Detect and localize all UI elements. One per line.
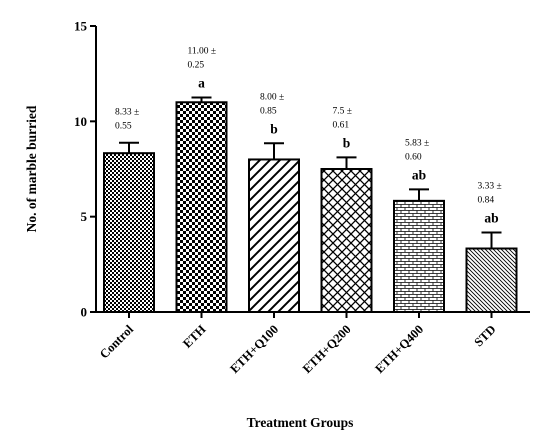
x-tick-label: ETH+Q400 — [372, 322, 426, 376]
x-tick-label: Control — [97, 322, 137, 362]
error-label: 0.84 — [478, 195, 495, 205]
error-label: 0.85 — [260, 106, 277, 116]
plot-area: 0 5 10 15 Control 8.33 ± 0.55 ETH a 11.00 ± 0.25 ET… — [74, 19, 530, 376]
mean-label: 7.5 ± — [333, 106, 352, 116]
mean-label: 8.33 ± — [115, 108, 139, 118]
bar-eth — [175, 101, 228, 314]
mean-label: 5.83 ± — [405, 138, 429, 148]
mean-label: 11.00 ± — [188, 47, 217, 57]
error-label: 0.61 — [333, 120, 350, 130]
error-label: 0.60 — [405, 152, 422, 162]
significance-label: ab — [412, 167, 426, 182]
x-tick-label: STD — [472, 322, 499, 349]
y-tick-label: 5 — [81, 209, 88, 224]
significance-label: b — [343, 135, 351, 150]
bar-eth-q400 — [393, 199, 445, 314]
x-axis-title: Treatment Groups — [247, 415, 354, 430]
error-label: 0.25 — [188, 61, 205, 71]
bar-control — [103, 152, 155, 313]
mean-label: 3.33 ± — [478, 181, 502, 191]
x-tick-label: ETH+Q100 — [227, 322, 281, 376]
significance-label: ab — [484, 210, 498, 225]
y-tick-label: 15 — [74, 19, 88, 34]
mean-label: 8.00 ± — [260, 92, 284, 102]
significance-label: a — [198, 76, 205, 91]
y-tick-label: 0 — [81, 305, 88, 320]
bar-eth-q100 — [248, 158, 300, 313]
y-axis-title: No. of marble burried — [24, 105, 39, 232]
bar-eth-q200 — [320, 168, 373, 313]
x-tick-label: ETH+Q200 — [300, 322, 354, 376]
bar-std — [465, 247, 518, 313]
x-tick-label: ETH — [180, 322, 209, 351]
y-tick-label: 10 — [74, 114, 87, 129]
error-label: 0.55 — [115, 122, 132, 132]
significance-label: b — [270, 121, 278, 136]
